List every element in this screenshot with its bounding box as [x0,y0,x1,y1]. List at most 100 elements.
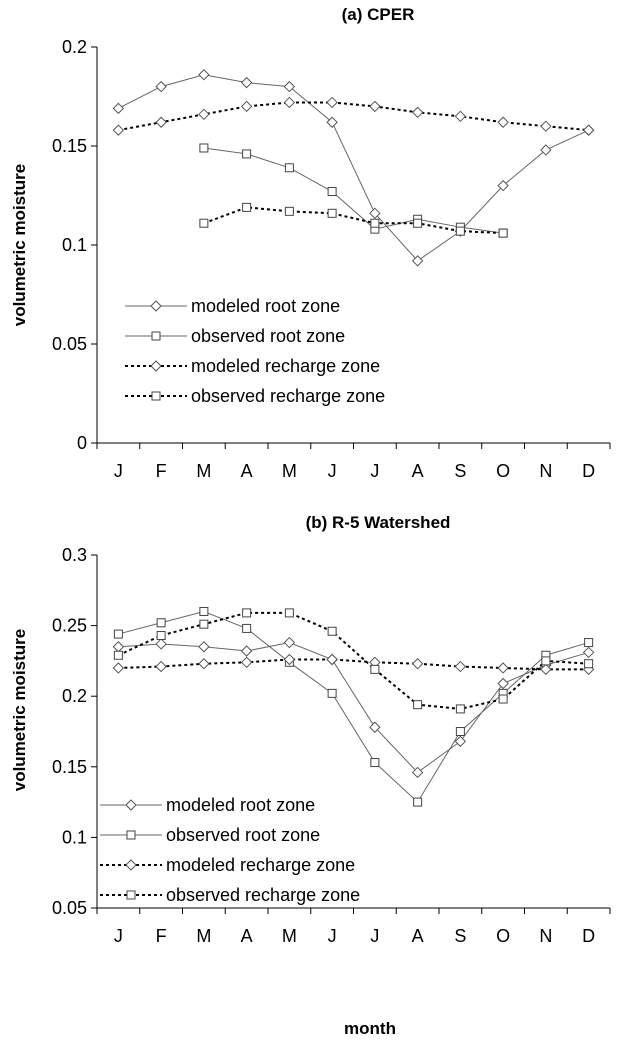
chart-b-series-0-point [497,677,509,690]
chart-a-xtick-label: S [454,461,466,481]
chart-b-series-1-point [370,758,380,768]
chart-a-xtick-label: F [156,461,167,481]
chart-a-series-3-point [242,202,252,212]
chart-b-ytick-label: 0.2 [62,686,87,706]
chart-a-series-3-point [327,208,337,218]
chart-b-legend-marker-1 [126,830,136,840]
chart-a-series-2-point [240,100,253,113]
chart-a-legend-marker-0 [150,300,162,312]
chart-b-ytick-label: 0.05 [52,898,87,918]
chart-a-legend-marker-2 [150,360,162,372]
chart-b-xtick-label: A [241,926,253,946]
chart-a-series-0-point [198,69,210,81]
chart-b-series-0-point [454,735,467,748]
chart-b-series-1-point [413,797,423,807]
chart-b-legend-label-2: modeled recharge zone [166,855,355,875]
chart-b-series-3-point [498,694,508,704]
chart-b-series-1-point [455,727,465,736]
chart-a-ytick-label: 0 [77,433,87,453]
chart-b-series-2-point [112,662,125,674]
chart-a-series-0-point [369,207,381,220]
chart-a-series-2-point [283,96,296,109]
chart-b-series-2-line [118,658,589,671]
chart-b-series-0-point [411,766,424,779]
chart-b-series-3-point [584,659,594,669]
chart-a-series-0-point [411,255,424,267]
chart-b-legend-marker-2 [125,859,137,871]
chart-a-xtick-label: O [496,461,510,481]
chart-b-series-3-point [327,626,337,636]
chart-a-legend-label-0: modeled root zone [191,296,340,316]
chart-b-series-0-point [240,645,253,657]
chart-a-series-2-point [454,110,467,123]
chart-b-series-3-point [113,650,123,660]
chart-b-xtick-label: A [412,926,424,946]
chart-b-series-1-point [156,618,166,628]
chart-b-ytick-label: 0.25 [52,616,87,636]
chart-a-series-0-line [118,74,589,262]
chart-b-ytick-label: 0.3 [62,545,87,565]
chart-b-series-3-point [413,700,423,710]
chart-b-series-2-point [198,658,210,670]
chart-b-series-0-point [112,641,125,653]
chart-b-series-1-line [118,610,589,803]
chart-b-xlabel: month [344,1019,396,1038]
chart-b-xtick-label: O [496,926,510,946]
chart-b-series-3-point [284,608,294,618]
chart-b-xtick-label: M [282,926,297,946]
chart-b-ytick-label: 0.1 [62,827,87,847]
chart-b-xtick-label: F [156,926,167,946]
chart-b-series-3-point [541,656,551,666]
chart-a-xtick-label: A [412,461,424,481]
chart-a-legend-label-3: observed recharge zone [191,386,385,406]
chart-b-legend-marker-3 [126,890,136,900]
chart-b-series-0-point [198,641,210,653]
chart-a-series-1-point [242,149,252,159]
chart-b-series-1-point [113,629,123,639]
chart-b-xtick-label: D [582,926,595,946]
chart-a-series-1-point [327,187,337,197]
chart-b-series-3-point [455,704,465,714]
chart-b-series-2-point [155,660,167,673]
chart-a-series-0-point [540,144,552,156]
chart-a-series-2-line [118,101,589,132]
chart-b-legend-label-1: observed root zone [166,825,320,845]
chart-b-xtick-label: J [370,926,379,946]
chart-a-xtick-label: N [539,461,552,481]
chart-b-series-0-line [118,642,589,774]
chart-a-ytick-label: 0.1 [62,235,87,255]
chart-b-xtick-label: M [196,926,211,946]
chart-b-series-3-point [242,608,252,618]
chart-a-series-3-point [413,218,423,228]
chart-b-series-1-point [327,688,337,698]
chart-b-series-0-point [283,636,296,649]
chart-a-legend-marker-3 [151,391,161,401]
chart-a-series-2-point [582,124,595,136]
chart-a-series-2-point [326,96,338,109]
chart-b-xtick-label: J [114,926,123,946]
chart-b-series-3-line [117,611,589,710]
chart-b-series-1-point [242,623,252,633]
chart-a-legend-marker-1 [151,331,161,341]
chart-b-series-0-point [155,638,167,650]
chart-b-series-2-point [454,660,467,673]
chart-a-series-3-point [498,228,508,238]
chart-a-series-2-point [198,108,210,121]
chart-a-series-1-point [199,143,209,153]
chart-b-series-3-point [199,619,209,629]
chart-b-series-3-point [370,664,380,674]
chart-b-series-2-point [540,663,552,676]
chart-a-series-2-point [411,106,424,119]
chart-a-ytick-label: 0.05 [52,334,87,354]
chart-a-xtick-label: D [582,461,595,481]
chart-a-ytick-label: 0.15 [52,136,87,156]
chart-b-ylabel: volumetric moisture [10,629,29,792]
chart-b-title: (b) R-5 Watershed [306,513,451,532]
chart-b-xtick-label: N [539,926,552,946]
chart-a-series-3-point [199,218,209,228]
chart-a-series-0-point [283,80,296,93]
chart-a-series-2-point [112,124,125,136]
chart-b-series-1-point [199,606,209,616]
